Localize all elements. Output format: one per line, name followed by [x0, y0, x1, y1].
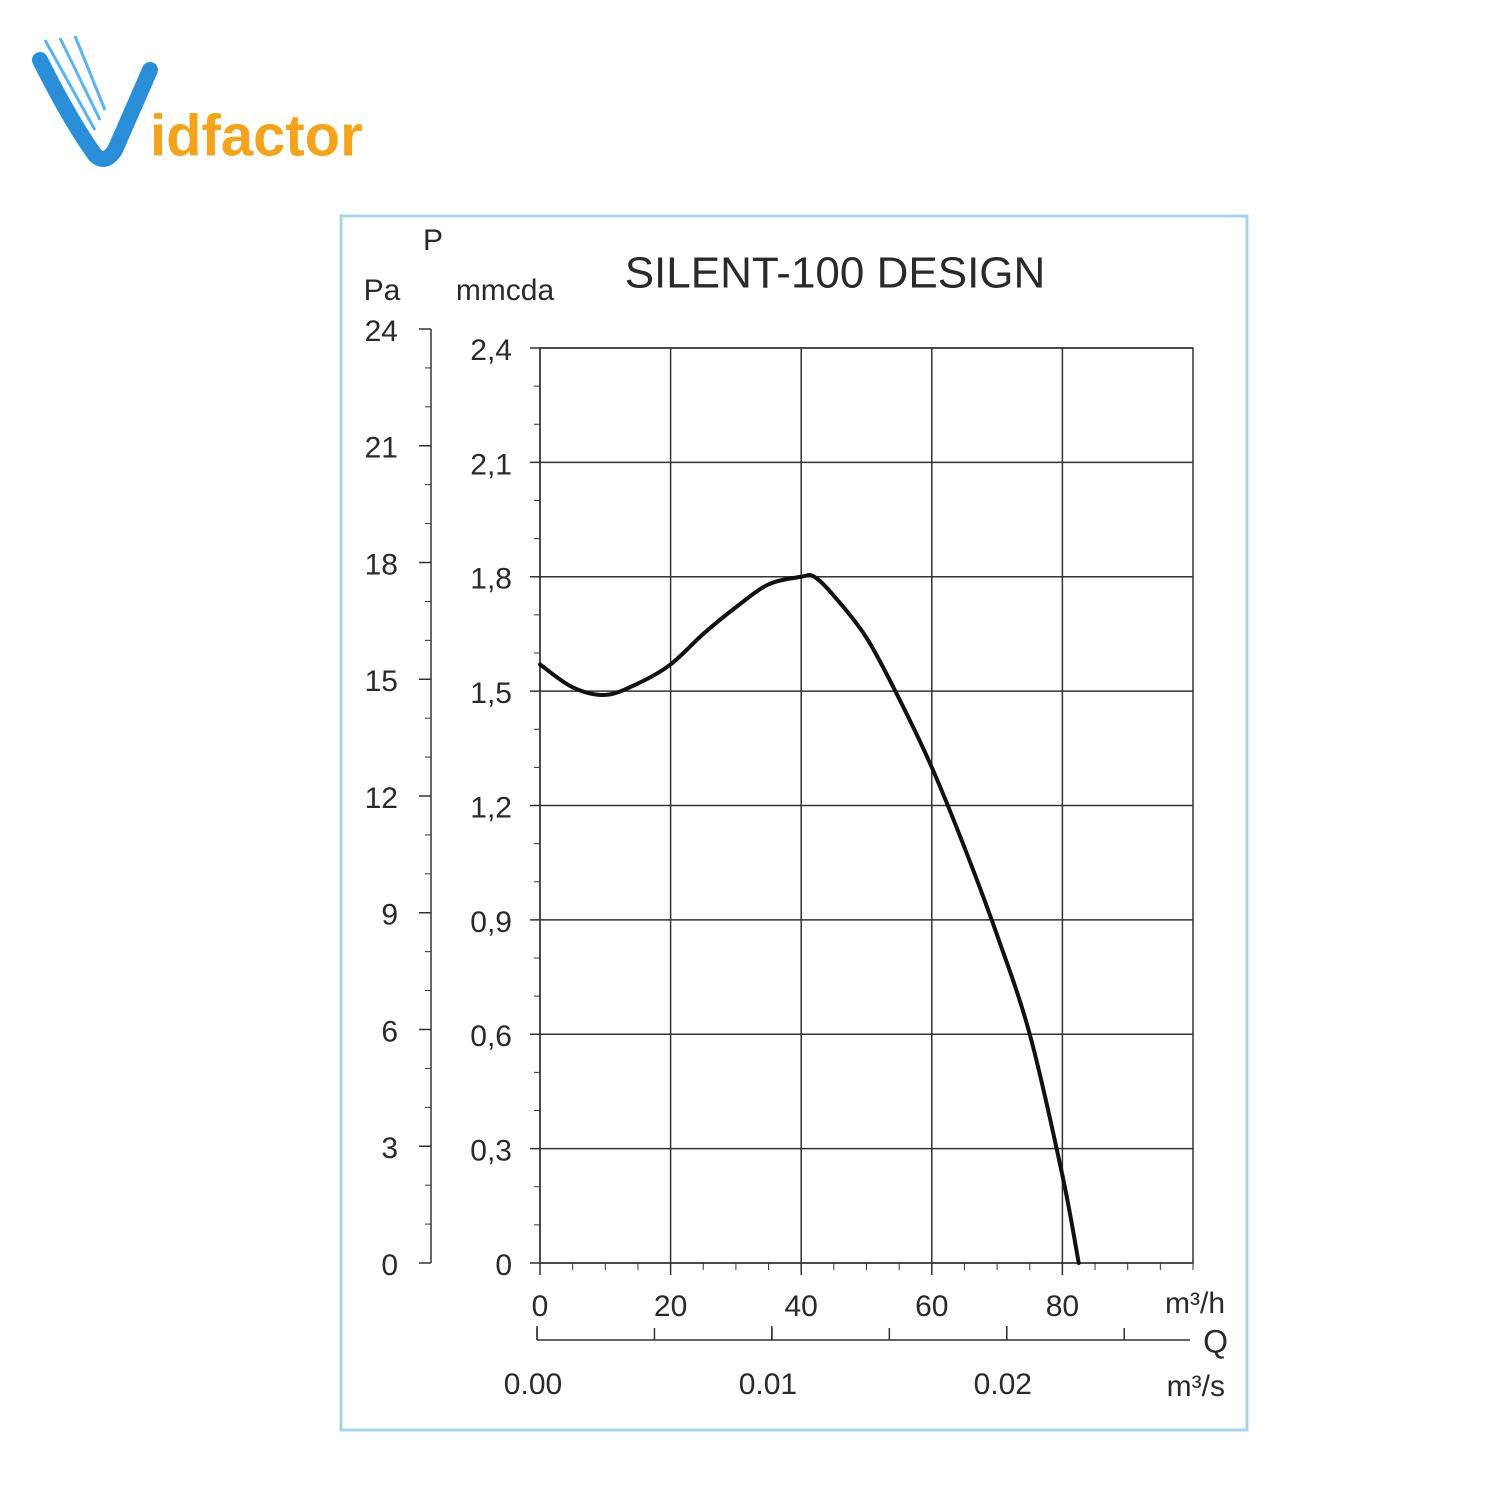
x2-tick-label: 0.01	[739, 1368, 797, 1401]
y-tick-label: 2,1	[470, 448, 512, 481]
logo-lines	[43, 35, 107, 131]
y-unit: mmcda	[456, 274, 555, 307]
x-tick-label: 20	[654, 1290, 687, 1323]
y2-tick-label: 3	[381, 1132, 398, 1165]
y2-tick-label: 9	[381, 899, 398, 932]
y-label: P	[423, 224, 443, 257]
y2-tick-label: 18	[365, 548, 398, 581]
x2-unit: m³/s	[1167, 1370, 1225, 1403]
x-tick-label: 40	[785, 1290, 818, 1323]
x-label: Q	[1203, 1323, 1228, 1359]
x-tick-label: 60	[915, 1290, 948, 1323]
logo-initial: V	[110, 137, 111, 139]
frame	[339, 214, 1249, 1432]
x-unit: m³/h	[1165, 1287, 1225, 1320]
y-tick-label: 1,2	[470, 791, 512, 824]
x-tick-label: 0	[532, 1290, 549, 1323]
y-tick-label: 1,8	[470, 563, 512, 596]
y-tick-label: 2,4	[470, 334, 512, 367]
y2-unit: Pa	[364, 274, 401, 307]
x2-tick-label: 0.00	[504, 1368, 562, 1401]
y2-tick-label: 15	[365, 665, 398, 698]
y2-tick-label: 12	[365, 782, 398, 815]
y2-tick-label: 24	[365, 315, 398, 348]
y2-tick-label: 21	[365, 432, 398, 465]
logo: V idfactor	[32, 35, 363, 168]
y-tick-label: 0,9	[470, 906, 512, 939]
y-tick-label: 0	[495, 1249, 512, 1282]
x-tick-label: 80	[1046, 1290, 1079, 1323]
logo-mark	[32, 52, 158, 167]
y-tick-label: 0,3	[470, 1135, 512, 1168]
chart-title: SILENT-100 DESIGN	[625, 249, 1046, 298]
y-tick-label: 0,6	[470, 1020, 512, 1053]
y2-tick-label: 0	[381, 1249, 398, 1282]
logo-text: idfactor	[150, 103, 363, 168]
y2-tick-label: 6	[381, 1015, 398, 1048]
x2-tick-label: 0.02	[974, 1368, 1032, 1401]
y-tick-label: 1,5	[470, 677, 512, 710]
curve	[538, 573, 1081, 1265]
